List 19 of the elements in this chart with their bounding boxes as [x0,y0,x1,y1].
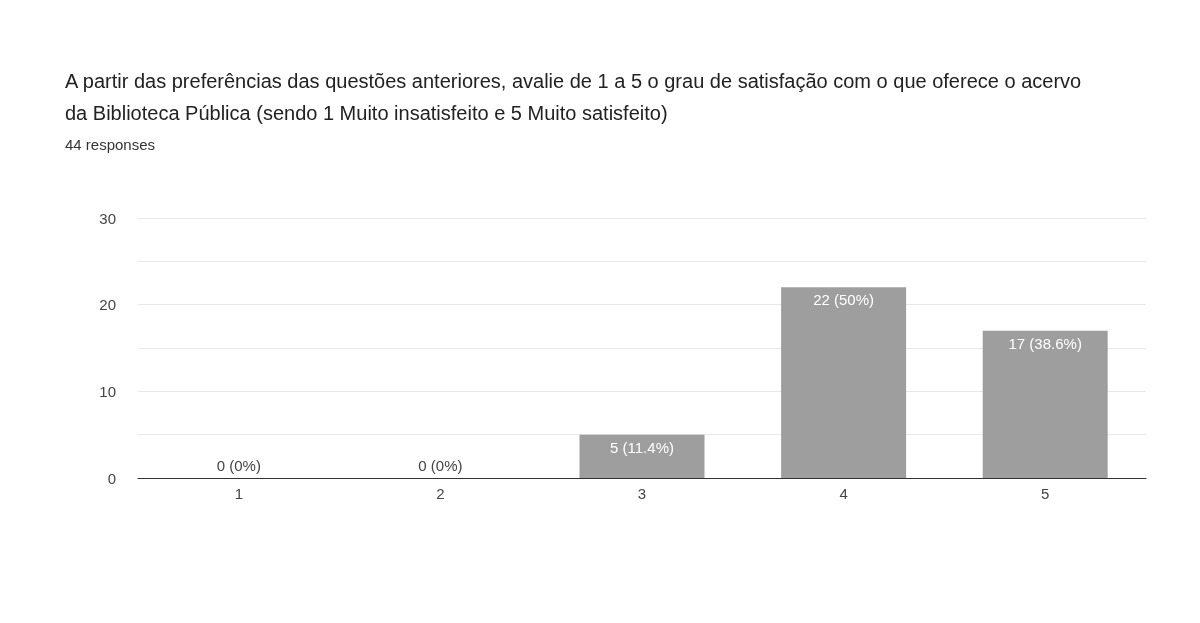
x-tick-label: 5 [1041,485,1050,502]
bar [982,330,1108,478]
bar [781,287,907,478]
y-tick-label: 10 [99,382,116,400]
y-tick-label: 20 [99,296,116,314]
x-tick-label: 2 [436,485,445,502]
x-tick-label: 3 [637,485,647,502]
data-label: 0 (0%) [418,457,463,474]
chart-title: A partir das preferências das questões anteriores, avalie de 1 a 5 o grau de satisfação com o que oferece o acervo da Biblioteca Pública (sendo 1 Muito insatisfeito e 5 Muito satisfeito) [65,70,1087,124]
x-tick-label: 1 [234,485,243,502]
y-tick-label: 0 [107,469,116,487]
y-tick-label: 30 [99,209,116,227]
bar [579,434,705,478]
data-label: 22 (50%) [813,291,875,309]
x-tick-label: 4 [839,485,848,502]
data-label: 0 (0%) [216,457,261,474]
data-label: 17 (38.6%) [1008,334,1082,352]
chart-subtitle: 44 responses [65,136,156,153]
data-label: 5 (11.4%) [610,438,674,456]
